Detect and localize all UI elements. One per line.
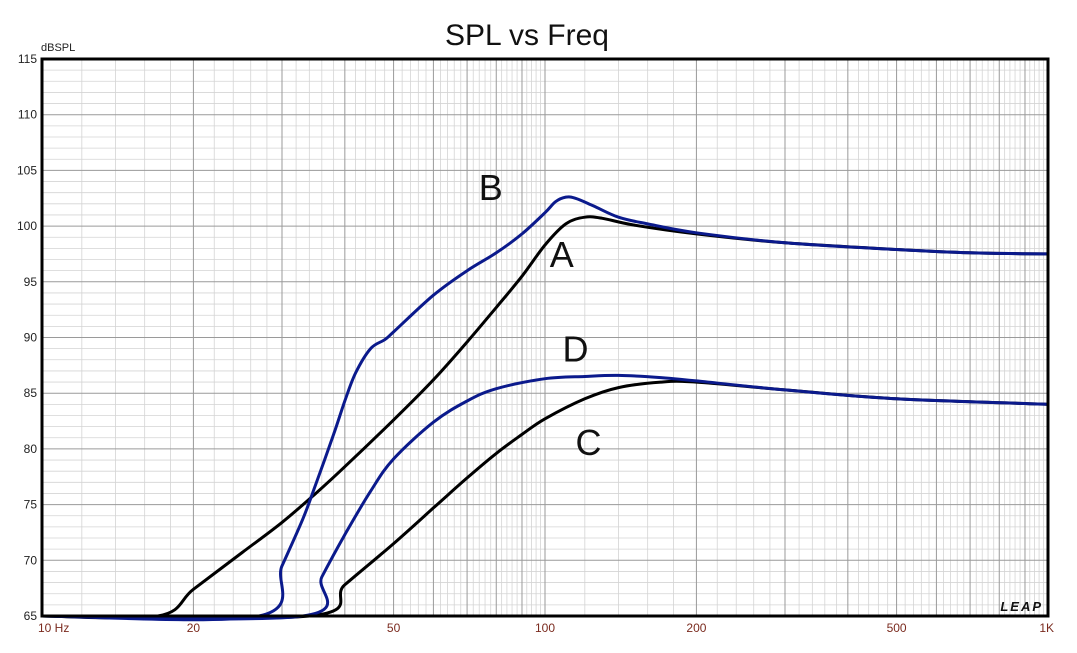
y-tick-labels: 115 110 105 100 95 90 85 80 75 70 65	[17, 52, 37, 623]
y-axis-unit-label: dBSPL	[41, 42, 75, 54]
y-tick-label: 70	[24, 553, 38, 567]
y-tick-label: 110	[18, 108, 37, 122]
curve-d	[40, 373, 1050, 621]
y-tick-label: 100	[17, 219, 37, 233]
curve-label-b: B	[479, 167, 503, 208]
curve-b	[40, 195, 1050, 622]
x-tick-label: 1K	[1039, 621, 1054, 635]
y-tick-label: 95	[24, 275, 38, 289]
x-tick-label: 50	[387, 621, 401, 635]
x-tick-label: 20	[187, 621, 201, 635]
curve-label-d: D	[563, 329, 589, 370]
grid-major	[41, 58, 1049, 617]
chart-title: SPL vs Freq	[445, 19, 609, 52]
y-tick-label: 85	[24, 386, 38, 400]
x-tick-label: 200	[686, 621, 706, 635]
x-tick-label: 500	[887, 621, 907, 635]
x-tick-label: 100	[535, 621, 555, 635]
y-tick-label: 75	[24, 498, 38, 512]
leap-logo: LEAP	[1000, 599, 1043, 614]
y-tick-label: 105	[17, 163, 37, 177]
x-tick-labels: 10 Hz 20 50 100 200 500 1K	[38, 621, 1054, 635]
x-tick-label: 10 Hz	[38, 621, 69, 635]
y-tick-label: 90	[24, 331, 38, 345]
curve-label-a: A	[550, 234, 574, 275]
curves	[40, 195, 1050, 622]
y-tick-label: 115	[18, 52, 37, 66]
plot-frame	[40, 57, 1050, 618]
y-tick-label: 65	[24, 609, 38, 623]
curve-labels: A B C D	[479, 167, 602, 463]
curve-label-c: C	[575, 422, 601, 463]
y-tick-label: 80	[24, 442, 38, 456]
